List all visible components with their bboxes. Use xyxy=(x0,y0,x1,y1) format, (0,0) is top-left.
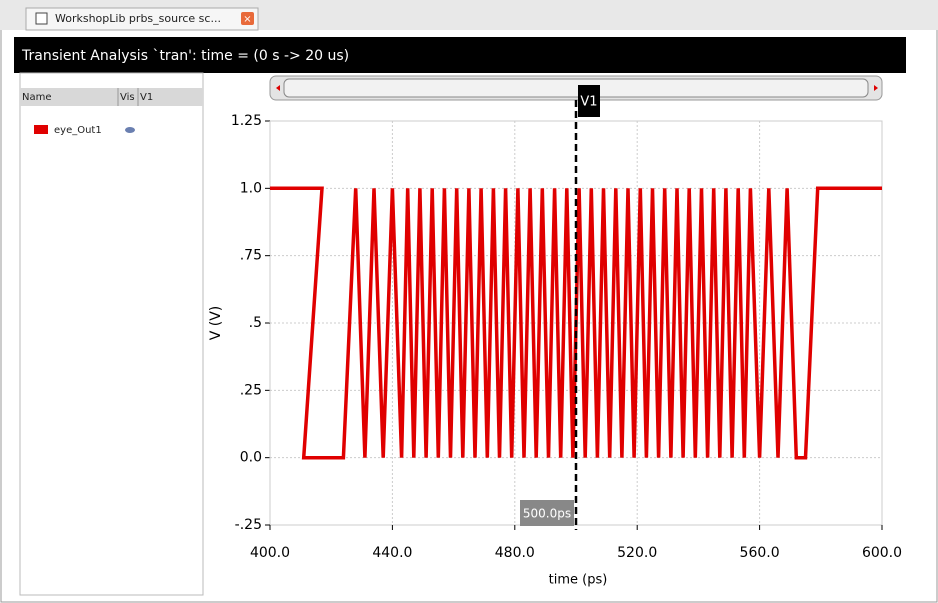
y-axis-label: V (V) xyxy=(208,306,224,341)
column-header: V1 xyxy=(140,92,153,103)
trace xyxy=(270,186,882,460)
x-tick-label: 400.0 xyxy=(250,545,290,561)
signal-panel xyxy=(19,72,204,596)
cursor-name: V1 xyxy=(580,95,597,110)
panel-header xyxy=(20,88,203,106)
scroll-thumb[interactable] xyxy=(283,78,869,98)
y-tick-label: .5 xyxy=(249,315,262,331)
y-tick-label: -.25 xyxy=(235,517,262,533)
legend-swatch xyxy=(34,125,48,134)
x-tick-label: 520.0 xyxy=(617,545,657,561)
scroll-left[interactable] xyxy=(276,85,280,91)
y-tick-label: 1.0 xyxy=(240,180,262,196)
y-tick-label: 1.25 xyxy=(231,113,262,129)
y-tick-label: .75 xyxy=(240,248,262,264)
scroll-right[interactable] xyxy=(874,85,878,91)
y-tick-label: .25 xyxy=(240,382,262,398)
column-header: Name xyxy=(22,92,52,103)
x-tick-label: 600.0 xyxy=(862,545,902,561)
x-tick-label: 480.0 xyxy=(495,545,535,561)
cursor-value: 500.0ps xyxy=(523,507,571,521)
y-tick-label: 0.0 xyxy=(240,450,262,466)
x-axis-label: time (ps) xyxy=(549,573,608,588)
legend-label[interactable]: eye_Out1 xyxy=(54,125,102,136)
x-tick-label: 440.0 xyxy=(372,545,412,561)
tab-close[interactable] xyxy=(241,12,254,25)
cursor-value-box xyxy=(520,500,574,526)
cursor-flag xyxy=(578,85,600,117)
column-header: Vis xyxy=(120,92,135,103)
visibility-icon[interactable] xyxy=(125,127,135,133)
tab-title: WorkshopLib prbs_source sc... xyxy=(55,12,221,25)
close-icon: × xyxy=(243,14,251,25)
tab[interactable] xyxy=(25,7,259,31)
title-bar xyxy=(14,37,906,73)
tab-icon xyxy=(35,12,48,25)
window-title: Transient Analysis `tran': time = (0 s -… xyxy=(21,48,349,64)
x-tick-label: 560.0 xyxy=(740,545,780,561)
